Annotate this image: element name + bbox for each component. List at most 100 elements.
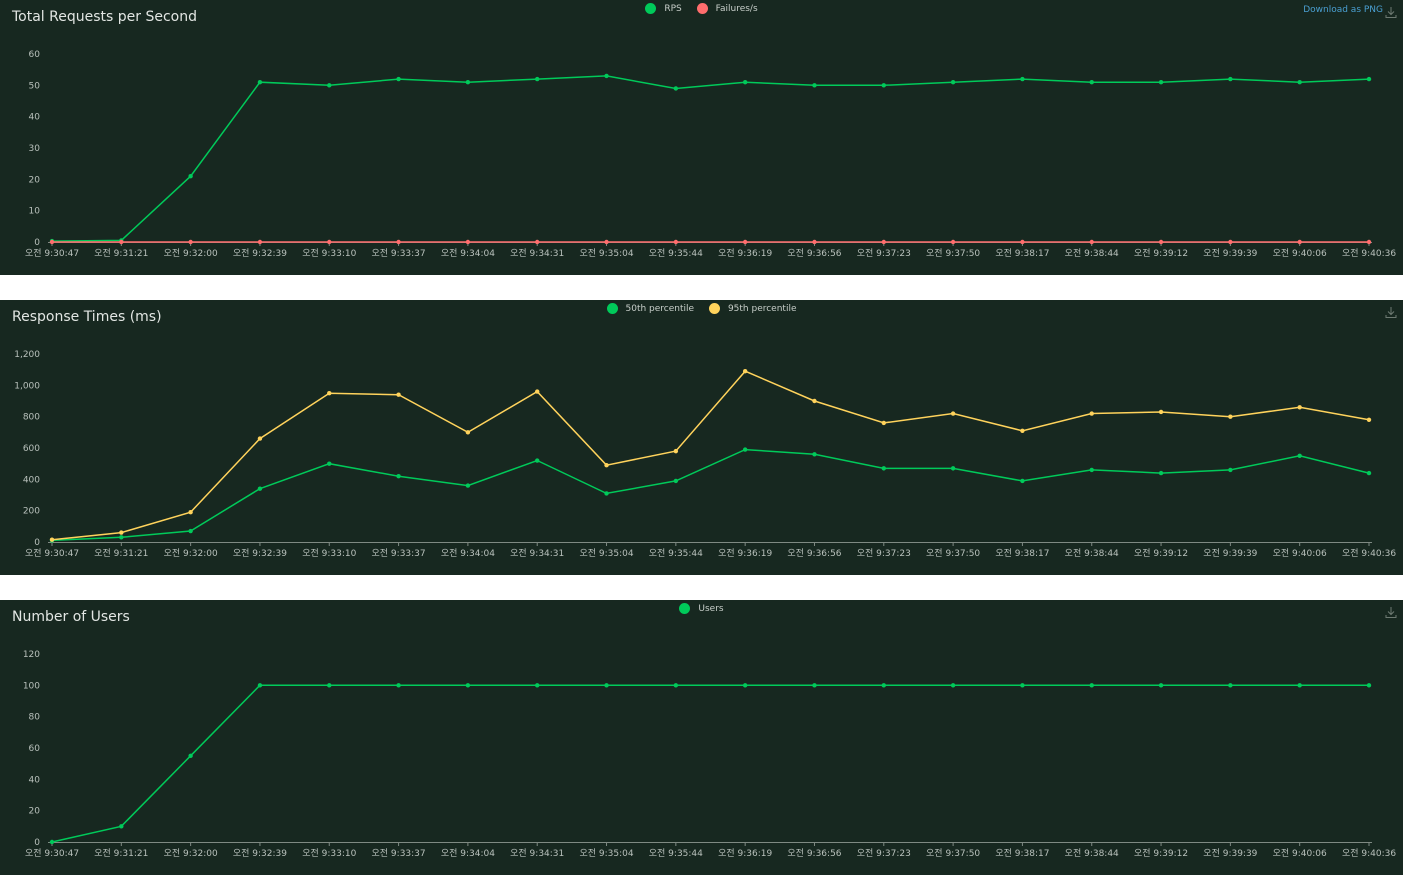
data-point[interactable] — [950, 683, 956, 688]
data-point[interactable] — [1228, 414, 1233, 419]
data-point[interactable] — [535, 683, 540, 688]
data-point[interactable] — [604, 73, 609, 79]
data-point[interactable] — [742, 80, 748, 85]
data-point[interactable] — [465, 683, 471, 688]
data-point[interactable] — [535, 458, 540, 463]
download-icon[interactable] — [1384, 5, 1398, 19]
data-point[interactable] — [119, 239, 124, 245]
data-point[interactable] — [1020, 76, 1025, 82]
data-point[interactable] — [257, 436, 263, 441]
data-point[interactable] — [396, 239, 401, 245]
data-point[interactable] — [1297, 453, 1302, 459]
data-point[interactable] — [1158, 239, 1164, 245]
data-point[interactable] — [119, 824, 124, 829]
data-point[interactable] — [1297, 683, 1302, 688]
data-point[interactable] — [742, 447, 748, 452]
data-point[interactable] — [188, 510, 193, 515]
data-point[interactable] — [1020, 239, 1025, 245]
data-point[interactable] — [188, 174, 193, 179]
data-point[interactable] — [673, 239, 679, 245]
data-point[interactable] — [881, 466, 886, 471]
data-point[interactable] — [1089, 683, 1094, 688]
data-point[interactable] — [673, 86, 679, 91]
data-point[interactable] — [119, 535, 124, 540]
download-icon[interactable] — [1384, 605, 1398, 619]
legend-item-users[interactable]: Users — [679, 603, 724, 614]
data-point[interactable] — [257, 80, 263, 85]
data-point[interactable] — [1158, 80, 1164, 85]
data-point[interactable] — [742, 239, 748, 245]
data-point[interactable] — [812, 239, 817, 245]
data-point[interactable] — [1089, 239, 1094, 245]
data-point[interactable] — [327, 683, 332, 688]
data-point[interactable] — [1089, 411, 1094, 416]
data-point[interactable] — [1297, 405, 1302, 410]
data-point[interactable] — [49, 537, 55, 542]
data-point[interactable] — [1020, 478, 1025, 484]
data-point[interactable] — [1020, 683, 1025, 688]
data-point[interactable] — [812, 398, 817, 404]
data-point[interactable] — [1366, 417, 1372, 422]
download-png-link[interactable]: Download as PNG — [1303, 5, 1383, 15]
data-point[interactable] — [881, 683, 886, 688]
data-point[interactable] — [673, 448, 679, 454]
data-point[interactable] — [396, 683, 401, 688]
data-point[interactable] — [327, 390, 332, 396]
data-point[interactable] — [812, 83, 817, 88]
data-point[interactable] — [1158, 470, 1164, 476]
data-point[interactable] — [881, 83, 886, 88]
data-point[interactable] — [1366, 239, 1372, 245]
data-point[interactable] — [742, 369, 748, 374]
data-point[interactable] — [604, 239, 609, 245]
data-point[interactable] — [327, 461, 332, 466]
data-point[interactable] — [1366, 76, 1372, 82]
data-point[interactable] — [327, 83, 332, 88]
data-point[interactable] — [1089, 467, 1094, 473]
data-point[interactable] — [119, 530, 124, 535]
data-point[interactable] — [49, 239, 55, 245]
data-point[interactable] — [465, 80, 471, 85]
data-point[interactable] — [1228, 76, 1233, 82]
data-point[interactable] — [604, 683, 609, 688]
legend-item-p50[interactable]: 50th percentile — [606, 303, 694, 314]
data-point[interactable] — [535, 389, 540, 394]
data-point[interactable] — [396, 392, 401, 397]
data-point[interactable] — [188, 753, 193, 759]
data-point[interactable] — [673, 683, 679, 688]
data-point[interactable] — [1020, 428, 1025, 433]
data-point[interactable] — [257, 239, 263, 245]
data-point[interactable] — [1228, 467, 1233, 473]
data-point[interactable] — [812, 452, 817, 457]
data-point[interactable] — [812, 683, 817, 688]
data-point[interactable] — [1158, 409, 1164, 415]
data-point[interactable] — [1366, 683, 1372, 688]
data-point[interactable] — [1297, 80, 1302, 85]
data-point[interactable] — [188, 239, 193, 245]
data-point[interactable] — [881, 420, 886, 426]
data-point[interactable] — [604, 463, 609, 468]
data-point[interactable] — [535, 239, 540, 245]
download-icon[interactable] — [1384, 305, 1398, 319]
legend-item-p95[interactable]: 95th percentile — [708, 303, 797, 314]
legend-item-failures[interactable]: Failures/s — [696, 3, 758, 14]
data-point[interactable] — [950, 411, 956, 416]
data-point[interactable] — [465, 483, 471, 488]
data-point[interactable] — [535, 76, 540, 82]
data-point[interactable] — [49, 839, 55, 845]
data-point[interactable] — [188, 528, 193, 534]
data-point[interactable] — [327, 239, 332, 245]
data-point[interactable] — [950, 466, 956, 471]
data-point[interactable] — [1366, 470, 1372, 476]
legend-item-rps[interactable]: RPS — [645, 3, 682, 14]
data-point[interactable] — [1228, 239, 1233, 245]
data-point[interactable] — [465, 430, 471, 435]
data-point[interactable] — [1089, 80, 1094, 85]
data-point[interactable] — [1297, 239, 1302, 245]
data-point[interactable] — [673, 478, 679, 484]
data-point[interactable] — [1158, 683, 1164, 688]
data-point[interactable] — [396, 474, 401, 479]
data-point[interactable] — [465, 239, 471, 245]
data-point[interactable] — [1228, 683, 1233, 688]
data-point[interactable] — [742, 683, 748, 688]
data-point[interactable] — [257, 683, 263, 688]
